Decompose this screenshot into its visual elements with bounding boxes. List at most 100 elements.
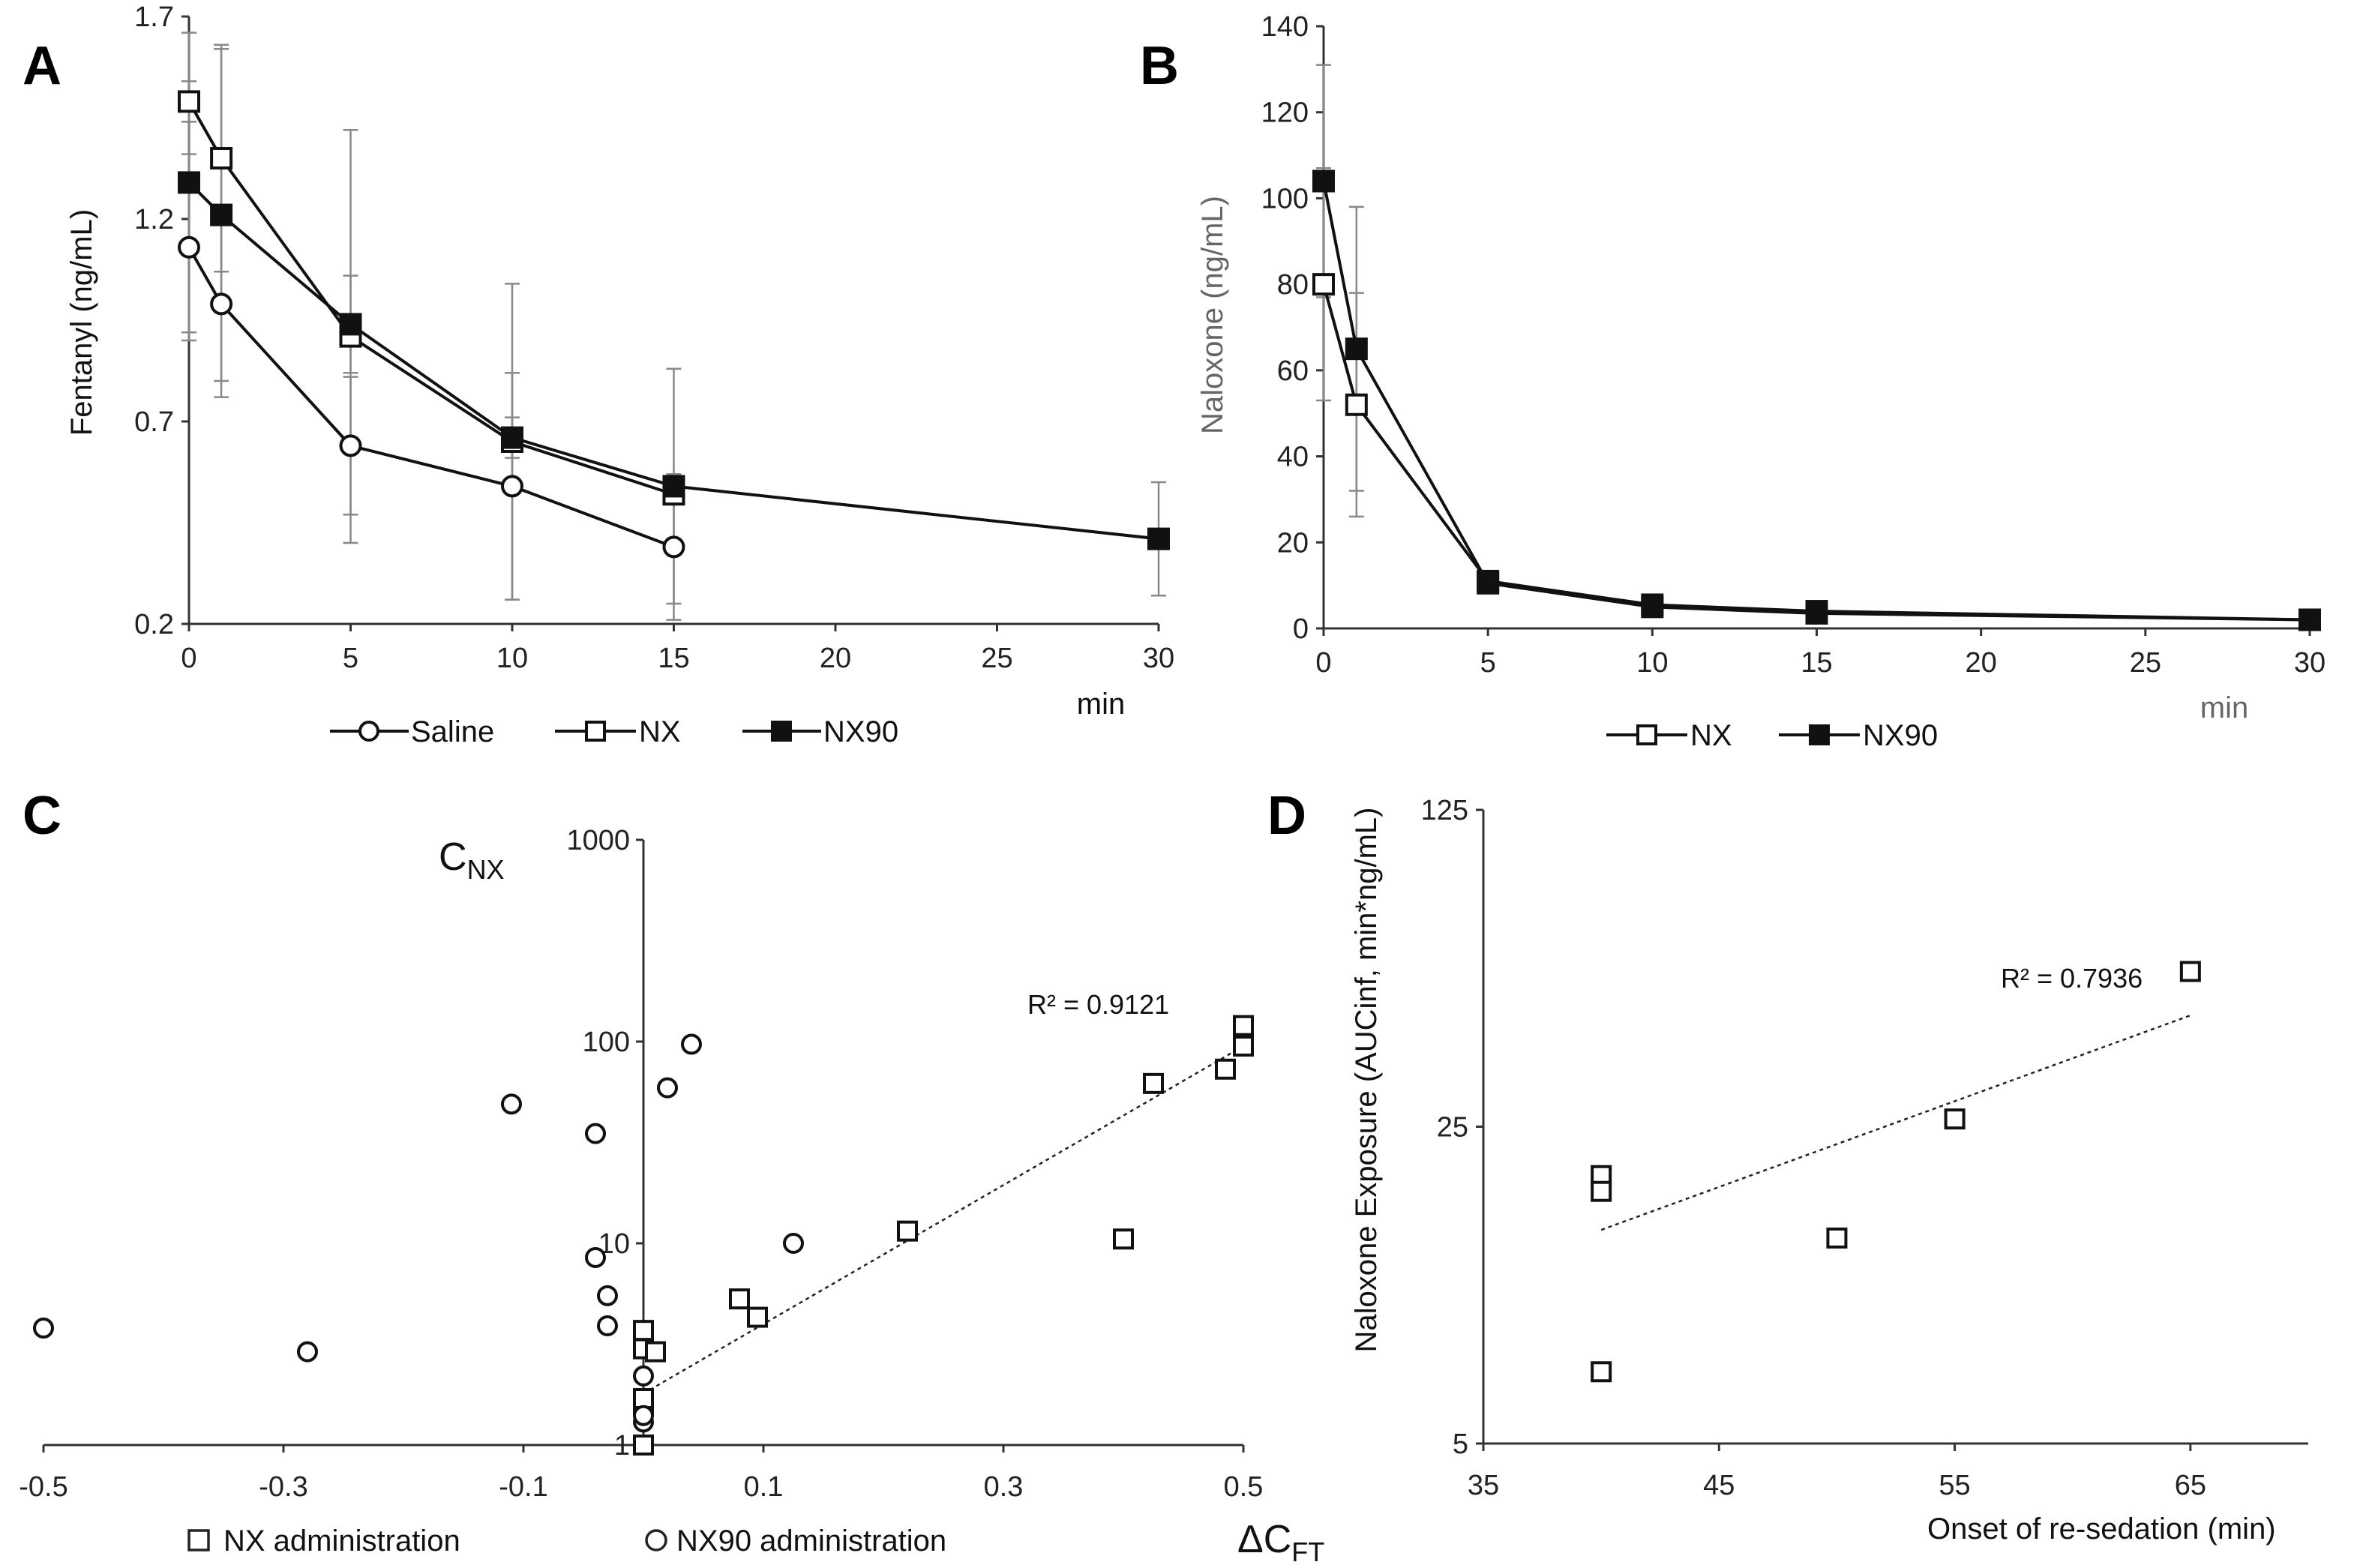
x-tick-label: 0.3 — [984, 1471, 1024, 1503]
series-line — [1322, 181, 2311, 622]
y-tick-label: 60 — [1277, 355, 1309, 387]
legend-label-nx: NX — [639, 715, 681, 748]
legend-marker-nx90-admin — [645, 1529, 667, 1552]
data-point — [1312, 169, 1335, 193]
data-point — [1215, 1058, 1236, 1080]
x-tick-label: 5 — [343, 643, 358, 674]
panel-d-xlabel: Onset of re-sedation (min) — [1927, 1513, 2276, 1546]
y-tick-label: 125 — [1421, 795, 1468, 826]
data-point — [2179, 961, 2201, 982]
legend-marker-saline — [358, 721, 379, 742]
data-point — [1147, 527, 1170, 550]
panel-c-ylabel-main: C — [439, 835, 467, 879]
panel-d-r2: R² = 0.7936 — [2001, 963, 2143, 994]
panel-d-letter: D — [1267, 786, 1306, 846]
data-point — [585, 1123, 606, 1144]
data-point — [1233, 1015, 1254, 1036]
panel-d: D Naloxone Exposure (AUCinf, min*ng/mL) … — [1267, 786, 2308, 1546]
panel-c-ylabel: CNX — [439, 835, 505, 885]
panel-c-xlabel: ΔCFT — [1237, 1518, 1324, 1567]
x-tick-label: 0 — [181, 643, 196, 674]
x-tick-label: 55 — [1939, 1470, 1970, 1501]
panel-c-plot — [33, 1015, 1254, 1456]
x-tick-label: 45 — [1703, 1470, 1735, 1501]
legend-marker-nx — [1636, 724, 1657, 745]
panel-b-plot — [1312, 64, 2321, 631]
y-tick-label: 0.7 — [134, 406, 174, 438]
data-point — [33, 1318, 54, 1339]
panel-c-letter: C — [22, 786, 61, 846]
data-point — [662, 535, 685, 559]
legend-label-nx90: NX90 — [1863, 719, 1938, 752]
data-point — [657, 1077, 678, 1099]
series-line — [187, 246, 675, 549]
x-tick-label: 20 — [820, 643, 851, 674]
data-point — [1312, 273, 1335, 296]
panel-b-xunit: min — [2200, 691, 2248, 724]
data-point — [178, 90, 200, 113]
x-tick-label: 10 — [496, 643, 528, 674]
data-point — [178, 235, 200, 259]
panel-d-axes: 5 25 125 35 45 55 65 — [1421, 795, 2308, 1501]
x-tick-label: 20 — [1966, 647, 1997, 679]
x-tick-label: 5 — [1480, 647, 1496, 679]
data-point — [1233, 1035, 1254, 1057]
y-tick-label: 100 — [1261, 183, 1309, 214]
y-tick-label: 20 — [1277, 527, 1309, 559]
legend-marker-nx90 — [1809, 724, 1830, 745]
data-point — [597, 1285, 618, 1306]
panel-a-plot — [178, 31, 1170, 621]
data-point — [897, 1220, 918, 1242]
data-point — [633, 1320, 654, 1342]
data-point — [633, 1435, 654, 1456]
data-point — [633, 1365, 654, 1387]
panel-a-legend: Saline NX NX90 — [330, 715, 898, 748]
x-tick-label: 30 — [2294, 647, 2326, 679]
legend-label-nx: NX — [1690, 719, 1732, 752]
data-point — [501, 1093, 522, 1115]
panel-c-r2: R² = 0.9121 — [1027, 989, 1169, 1020]
x-tick-label: 0.1 — [744, 1471, 784, 1503]
panel-d-plot — [1591, 961, 2201, 1383]
panel-b-letter: B — [1140, 36, 1179, 96]
x-tick-label: 65 — [2175, 1470, 2206, 1501]
data-point — [1143, 1072, 1164, 1094]
panel-d-ylabel: Naloxone Exposure (AUCinf, min*ng/mL) — [1350, 808, 1383, 1353]
trendline — [643, 1045, 1244, 1395]
y-tick-label: 0 — [1293, 613, 1309, 645]
data-point — [339, 434, 362, 457]
legend-label-nx90-admin: NX90 administration — [676, 1525, 946, 1558]
data-point — [2299, 608, 2321, 631]
x-tick-label: -0.3 — [259, 1471, 307, 1503]
data-point — [1591, 1361, 1612, 1383]
data-point — [1805, 601, 1828, 625]
series-line — [187, 100, 675, 496]
y-tick-label: 40 — [1277, 442, 1309, 473]
x-tick-label: 15 — [1801, 647, 1832, 679]
panel-c-ylabel-sub: NX — [467, 854, 505, 885]
y-tick-label: 1.7 — [134, 1, 174, 33]
x-tick-label: 30 — [1143, 643, 1174, 674]
panel-b-legend: NX NX90 — [1606, 719, 1938, 752]
y-tick-label: 25 — [1437, 1112, 1468, 1144]
panel-c-xlabel-sub: FT — [1291, 1537, 1324, 1567]
legend-label-saline: Saline — [411, 715, 494, 748]
data-point — [1944, 1108, 1966, 1130]
data-point — [1591, 1180, 1612, 1202]
x-tick-label: 0.5 — [1224, 1471, 1264, 1503]
data-point — [339, 313, 362, 336]
panel-c-legend: NX administration NX90 administration — [187, 1525, 946, 1558]
legend-marker-nx — [585, 721, 606, 742]
panel-b-ylabel: Naloxone (ng/mL) — [1196, 196, 1229, 434]
x-tick-label: 35 — [1468, 1470, 1499, 1501]
panel-a-ylabel: Fentanyl (ng/mL) — [65, 209, 98, 436]
data-point — [210, 292, 233, 316]
data-point — [633, 1388, 654, 1410]
y-tick-label: 1000 — [566, 825, 630, 856]
panel-c-xlabel-main: ΔC — [1237, 1518, 1291, 1561]
x-tick-label: 0 — [1315, 647, 1331, 679]
legend-marker-nx90 — [771, 721, 792, 742]
data-point — [1113, 1228, 1134, 1250]
